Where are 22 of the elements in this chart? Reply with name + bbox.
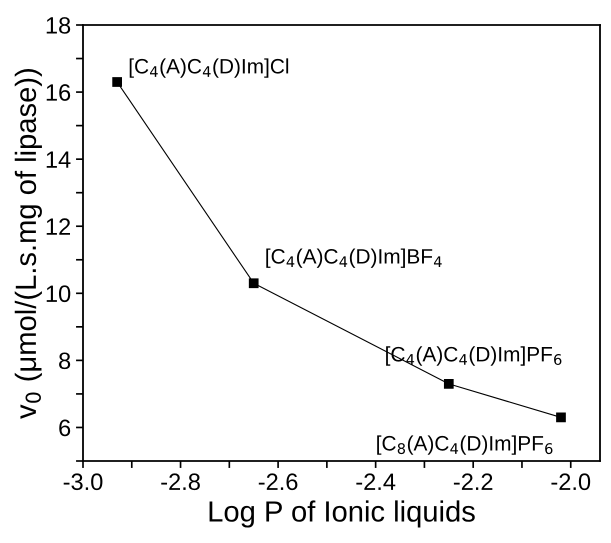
y-axis-title: v$_{0}$ (μmol/(L.s.mg of lipase)): [14, 69, 42, 419]
y-tick-label: 6: [59, 420, 70, 436]
y-tick-label: 16: [46, 84, 70, 101]
annotation: [C$_{4}$(A)C$_{4}$(D)Im]Cl: [130, 58, 288, 78]
x-tick-label: -2.2: [454, 473, 492, 490]
y-tick-label: 8: [59, 352, 70, 370]
y-tick-label: 12: [46, 218, 70, 235]
point: [556, 412, 566, 422]
x-tick-label: -2.6: [258, 473, 298, 490]
point: [248, 278, 259, 288]
y-tick-label: 10: [46, 285, 70, 302]
y-tick-label: 14: [46, 151, 71, 168]
point: [444, 379, 454, 389]
y-tick-label: 18: [46, 17, 70, 34]
annotation: [C$_{8}$(A)C$_{4}$(D)Im]PF$_{6}$: [377, 435, 552, 455]
x-tick-label: -2.0: [551, 473, 590, 490]
annotation: [C$_{4}$(A)C$_{4}$(D)Im]BF$_{4}$: [266, 248, 442, 268]
x-tick-label: -2.4: [356, 473, 396, 490]
point: [112, 77, 122, 87]
x-tick-label: -2.8: [161, 473, 200, 490]
x-axis-title: Log P of Ionic liquids: [210, 500, 475, 528]
x-tick-label: -3.0: [64, 473, 102, 490]
